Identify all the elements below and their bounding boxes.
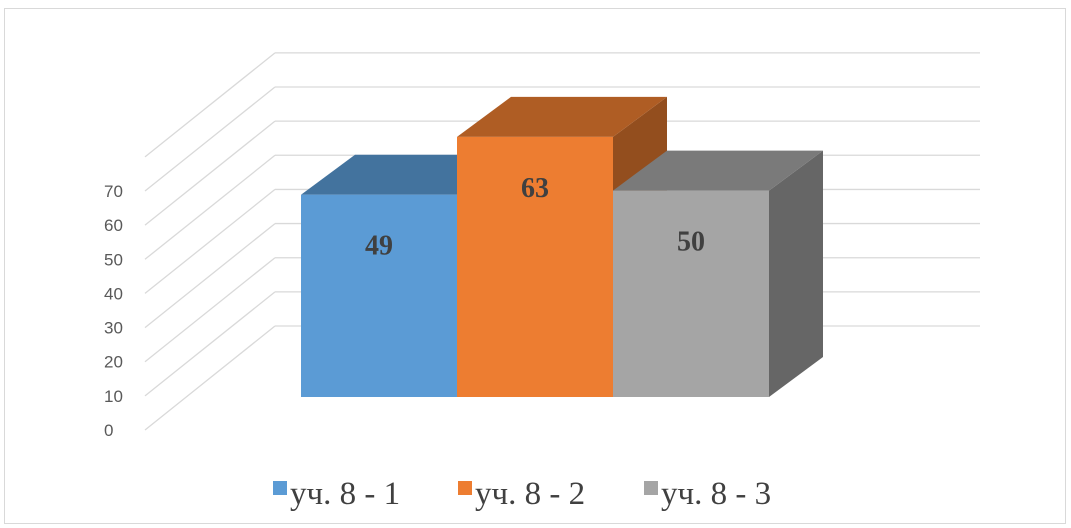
gridline-diagonal [145, 224, 275, 328]
gridline-diagonal [145, 53, 275, 157]
y-tick-label: 40 [104, 284, 123, 303]
gridline-diagonal [145, 121, 275, 225]
gridline-diagonal [145, 292, 275, 396]
y-tick-label: 50 [104, 250, 123, 269]
y-tick-label: 60 [104, 216, 123, 235]
legend-label: уч. 8 - 2 [475, 476, 585, 512]
y-tick-label: 20 [104, 353, 123, 372]
bar-front-face [301, 195, 457, 397]
gridline-diagonal [145, 155, 275, 259]
gridline-diagonal [145, 87, 275, 191]
y-axis-ticks: 0 10 20 30 40 50 60 70 [104, 182, 123, 440]
y-tick-label: 70 [104, 182, 123, 201]
data-label: 63 [521, 173, 549, 204]
gridline-diagonal [145, 258, 275, 362]
bar-side-face [769, 151, 823, 397]
legend-swatch [644, 481, 658, 495]
y-tick-label: 10 [104, 387, 123, 406]
legend-label: уч. 8 - 1 [290, 476, 400, 512]
bar-3 [613, 151, 823, 397]
legend-label: уч. 8 - 3 [661, 476, 771, 512]
y-tick-label: 30 [104, 319, 123, 338]
gridline-diagonal [145, 326, 275, 430]
legend: уч. 8 - 1 уч. 8 - 2 уч. 8 - 3 [273, 476, 771, 512]
data-label: 49 [365, 231, 393, 262]
legend-swatch [273, 481, 287, 495]
bar-front-face [613, 191, 769, 397]
legend-swatch [458, 481, 472, 495]
data-label: 50 [677, 227, 705, 258]
y-tick-label: 0 [104, 421, 113, 440]
gridline-diagonal [145, 189, 275, 293]
